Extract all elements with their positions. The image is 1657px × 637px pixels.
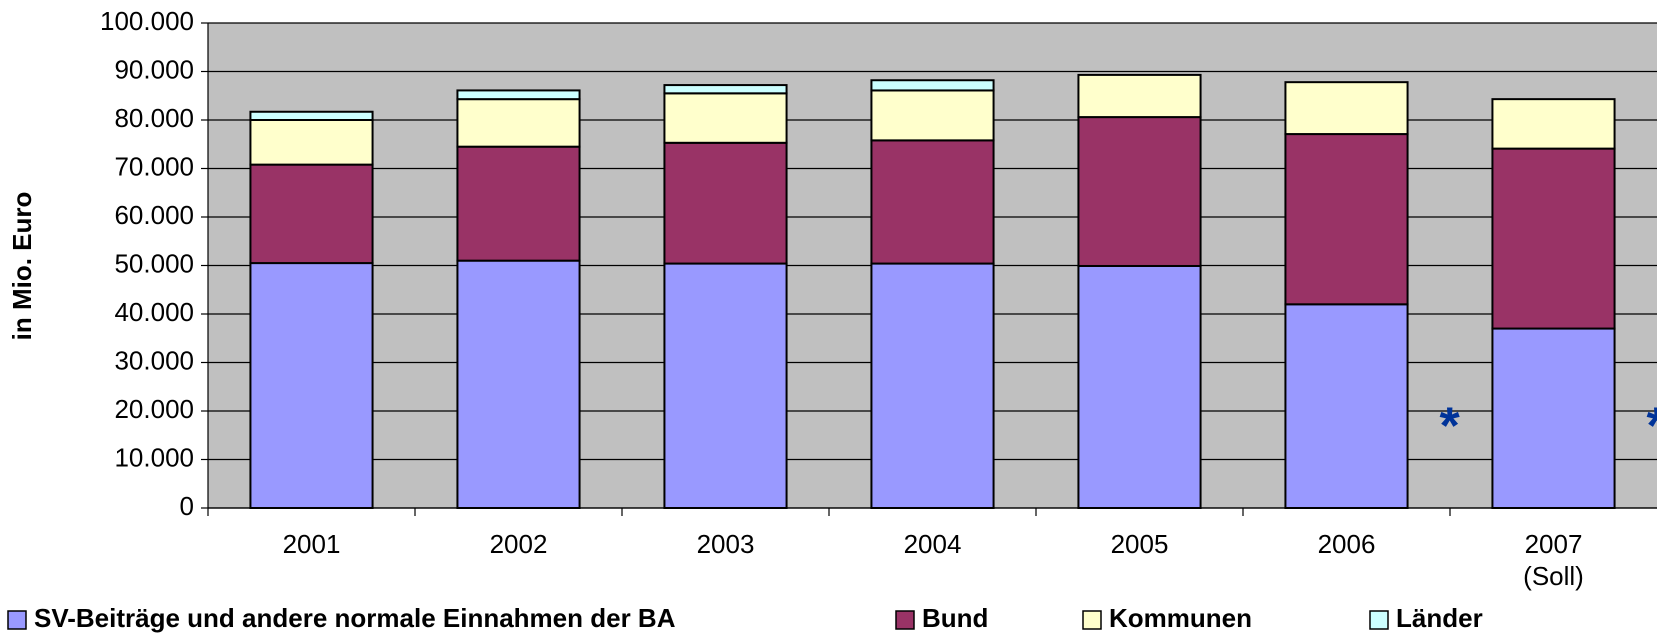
bar-segment — [249, 163, 374, 265]
legend-label: SV-Beiträge und andere normale Einnahmen… — [34, 603, 676, 633]
legend-swatch — [7, 610, 27, 630]
y-tick-label: 30.000 — [114, 345, 194, 375]
bar-segment — [1077, 73, 1202, 119]
y-tick-label: 70.000 — [114, 151, 194, 181]
y-tick-label: 20.000 — [114, 394, 194, 424]
bar-segment — [1284, 81, 1409, 136]
x-tick-label: 2007 (Soll) — [1523, 529, 1584, 591]
x-tick-label: 2004 — [903, 529, 962, 559]
y-tick-label: 40.000 — [114, 297, 194, 327]
x-tick-label: 2002 — [489, 529, 548, 559]
bar-segment — [1077, 116, 1202, 267]
bar-segment — [456, 259, 581, 509]
bar-segment — [249, 119, 374, 166]
bar-segment — [663, 262, 788, 509]
y-tick-label: 10.000 — [114, 442, 194, 472]
bar-segment — [870, 89, 995, 142]
legend-label: Bund — [922, 603, 988, 633]
bar-segment — [249, 262, 374, 510]
y-tick-label: 100.000 — [100, 6, 194, 36]
bar-segment — [663, 141, 788, 265]
bar-segment — [870, 139, 995, 265]
bar-segment — [1491, 147, 1616, 330]
x-tick-label: 2005 — [1110, 529, 1169, 559]
x-tick-label: 2001 — [282, 529, 341, 559]
bar-segment — [870, 262, 995, 509]
bar-segment — [870, 79, 995, 92]
marker: * — [1646, 398, 1657, 456]
bar-segment — [1077, 264, 1202, 509]
y-tick-label: 0 — [180, 491, 194, 521]
bar-segment — [249, 110, 374, 121]
bar-segment — [663, 92, 788, 144]
legend-swatch — [1369, 610, 1389, 630]
y-tick-label: 50.000 — [114, 248, 194, 278]
bar-segment — [1284, 303, 1409, 509]
bar-segment — [456, 145, 581, 262]
legend-swatch — [895, 610, 915, 630]
x-tick-label: 2003 — [696, 529, 755, 559]
legend-swatch — [1082, 610, 1102, 630]
y-axis-title: in Mio. Euro — [7, 192, 37, 341]
marker: * — [1439, 398, 1460, 456]
bar-segment — [1491, 327, 1616, 509]
legend-label: Länder — [1396, 603, 1483, 633]
legend-label: Kommunen — [1109, 603, 1252, 633]
y-tick-label: 80.000 — [114, 103, 194, 133]
x-tick-label: 2006 — [1317, 529, 1376, 559]
bar-segment — [456, 89, 581, 101]
bar-segment — [456, 98, 581, 148]
y-tick-label: 90.000 — [114, 54, 194, 84]
bar-segment — [1491, 98, 1616, 150]
y-tick-label: 60.000 — [114, 200, 194, 230]
bar-segment — [1284, 133, 1409, 306]
bar-segment — [663, 84, 788, 95]
